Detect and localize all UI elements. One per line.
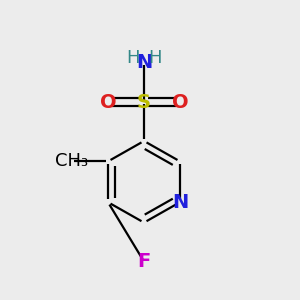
Text: N: N <box>136 53 152 73</box>
Text: F: F <box>137 252 151 271</box>
Text: H: H <box>126 49 139 67</box>
Text: O: O <box>100 92 116 112</box>
Text: S: S <box>137 92 151 112</box>
Text: CH₃: CH₃ <box>56 152 88 170</box>
Text: N: N <box>172 193 188 212</box>
Text: O: O <box>172 92 188 112</box>
Text: H: H <box>149 49 162 67</box>
